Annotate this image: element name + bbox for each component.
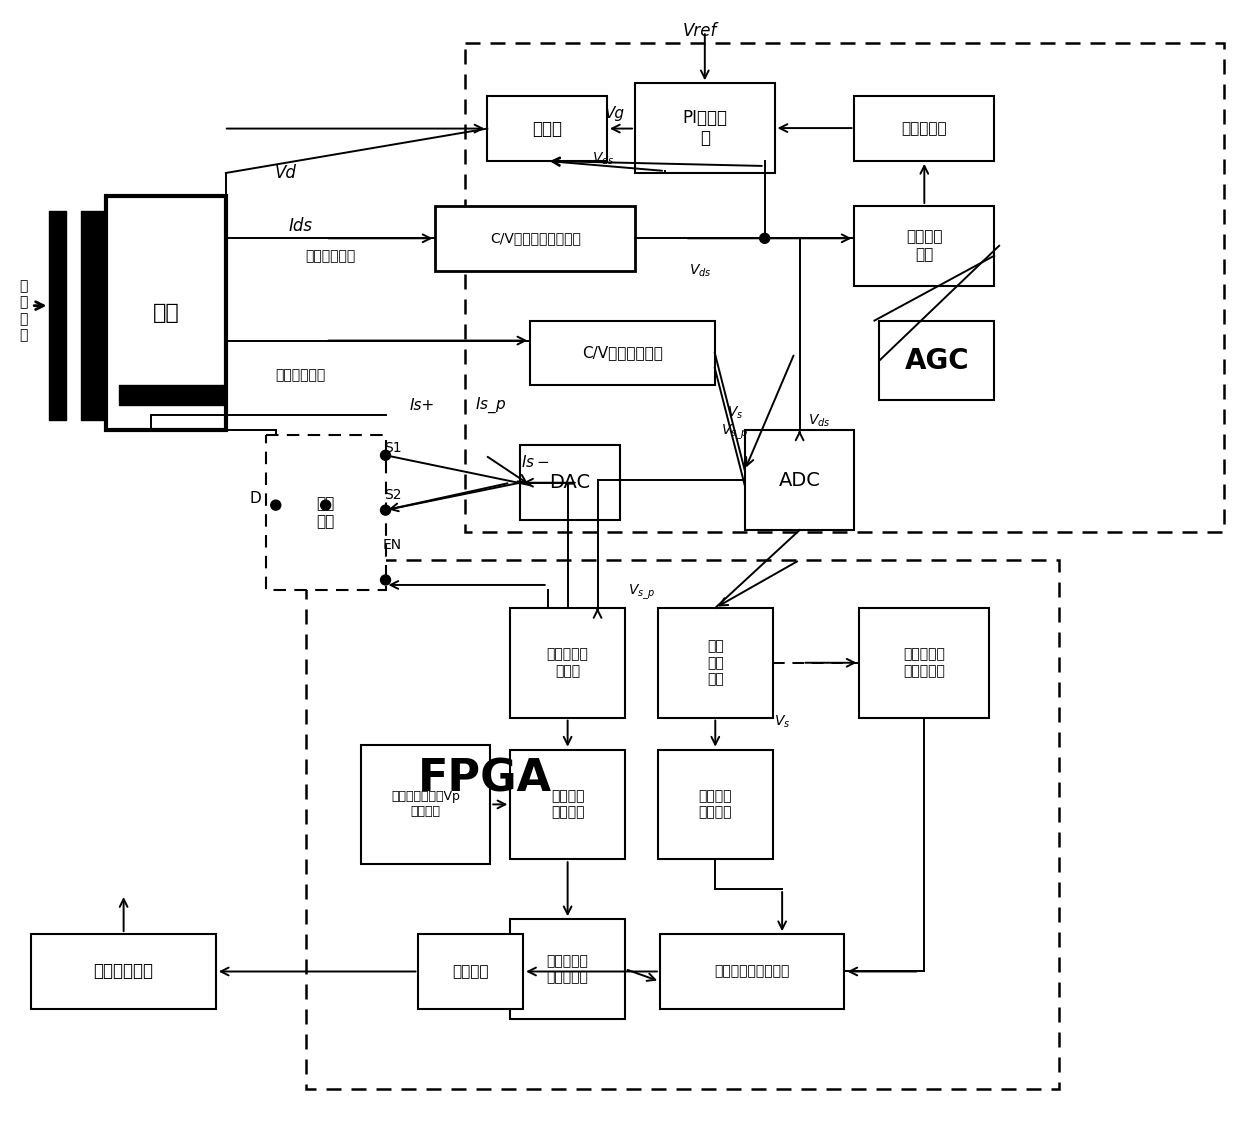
Bar: [859, 608, 990, 718]
Bar: [418, 935, 523, 1009]
Text: 第一相敏
解调模块: 第一相敏 解调模块: [698, 790, 732, 819]
Text: AGC: AGC: [904, 347, 970, 374]
Circle shape: [760, 233, 770, 243]
Text: 标度因数自校准模块: 标度因数自校准模块: [714, 965, 790, 979]
Bar: [658, 749, 773, 859]
Text: ADC: ADC: [779, 471, 821, 489]
Text: DAC: DAC: [549, 473, 590, 493]
Text: $V_s$: $V_s$: [727, 405, 743, 420]
Bar: [635, 84, 775, 173]
Text: Is+: Is+: [409, 398, 435, 412]
Bar: [521, 445, 620, 520]
Text: 驱动检测电极: 驱动检测电极: [305, 249, 356, 263]
Text: C/V检测接口电路: C/V检测接口电路: [582, 346, 663, 360]
Text: Vd: Vd: [275, 164, 296, 182]
Text: $V_{s\_p}$: $V_{s\_p}$: [629, 582, 656, 601]
Bar: [487, 96, 608, 160]
Bar: [658, 608, 773, 718]
Bar: [510, 749, 625, 859]
Text: Ids: Ids: [289, 217, 312, 235]
Text: 乘法器: 乘法器: [532, 120, 562, 138]
Circle shape: [381, 505, 391, 515]
Text: $V_{s\_p}$: $V_{s\_p}$: [722, 423, 748, 442]
Text: 自校准参考信号Vp
生成模块: 自校准参考信号Vp 生成模块: [391, 790, 460, 818]
Bar: [107, 195, 226, 431]
Text: D: D: [250, 490, 262, 505]
Bar: [361, 745, 490, 864]
Bar: [31, 935, 216, 1009]
Text: 控制
开关: 控制 开关: [316, 496, 335, 529]
Text: FPGA: FPGA: [418, 758, 552, 801]
Text: 陀螺检测电极: 陀螺检测电极: [275, 368, 326, 382]
Text: 陀螺校准输出: 陀螺校准输出: [93, 963, 154, 981]
Text: 检测模态频
率提取模块: 检测模态频 率提取模块: [547, 954, 589, 984]
Bar: [854, 206, 994, 286]
Text: 全波整流
电路: 全波整流 电路: [906, 229, 942, 262]
Bar: [510, 608, 625, 718]
Text: S2: S2: [383, 488, 402, 502]
Text: 驱
动
电
极: 驱 动 电 极: [19, 279, 27, 342]
Text: 低通滤波器: 低通滤波器: [901, 121, 947, 136]
Text: 数字
滤波
模块: 数字 滤波 模块: [707, 640, 724, 686]
Bar: [745, 431, 854, 530]
Text: 陀螺: 陀螺: [153, 303, 180, 323]
Text: C/V驱动检测接口电路: C/V驱动检测接口电路: [490, 232, 580, 245]
Circle shape: [381, 575, 391, 585]
Bar: [435, 206, 635, 271]
Circle shape: [321, 501, 331, 510]
Circle shape: [381, 450, 391, 460]
Text: 驱动模态频
率提取模块: 驱动模态频 率提取模块: [904, 647, 945, 678]
Bar: [510, 919, 625, 1019]
Circle shape: [270, 501, 280, 510]
Text: 控制信号生
成模块: 控制信号生 成模块: [547, 647, 589, 678]
Text: Vg: Vg: [605, 105, 625, 121]
Text: Vref: Vref: [683, 23, 717, 41]
Text: EN: EN: [383, 538, 402, 553]
Bar: [306, 560, 1059, 1088]
Text: $V_{ds}$: $V_{ds}$: [808, 412, 831, 428]
Text: $V_{ds}$: $V_{ds}$: [591, 150, 614, 167]
Text: S1: S1: [383, 442, 402, 455]
Text: $Is\_p$: $Is\_p$: [475, 396, 506, 415]
Text: PI控制电
路: PI控制电 路: [682, 108, 728, 148]
Bar: [660, 935, 844, 1009]
Text: 串口模块: 串口模块: [453, 964, 489, 979]
Text: $Is-$: $Is-$: [521, 454, 549, 470]
Text: $V_{ds}$: $V_{ds}$: [688, 262, 711, 279]
Bar: [879, 321, 994, 400]
Bar: [265, 435, 386, 590]
Bar: [531, 321, 714, 385]
Bar: [854, 96, 994, 160]
Bar: [465, 43, 1224, 532]
Text: $V_s$: $V_s$: [775, 713, 791, 730]
Text: 第二相敏
解调模块: 第二相敏 解调模块: [551, 790, 584, 819]
